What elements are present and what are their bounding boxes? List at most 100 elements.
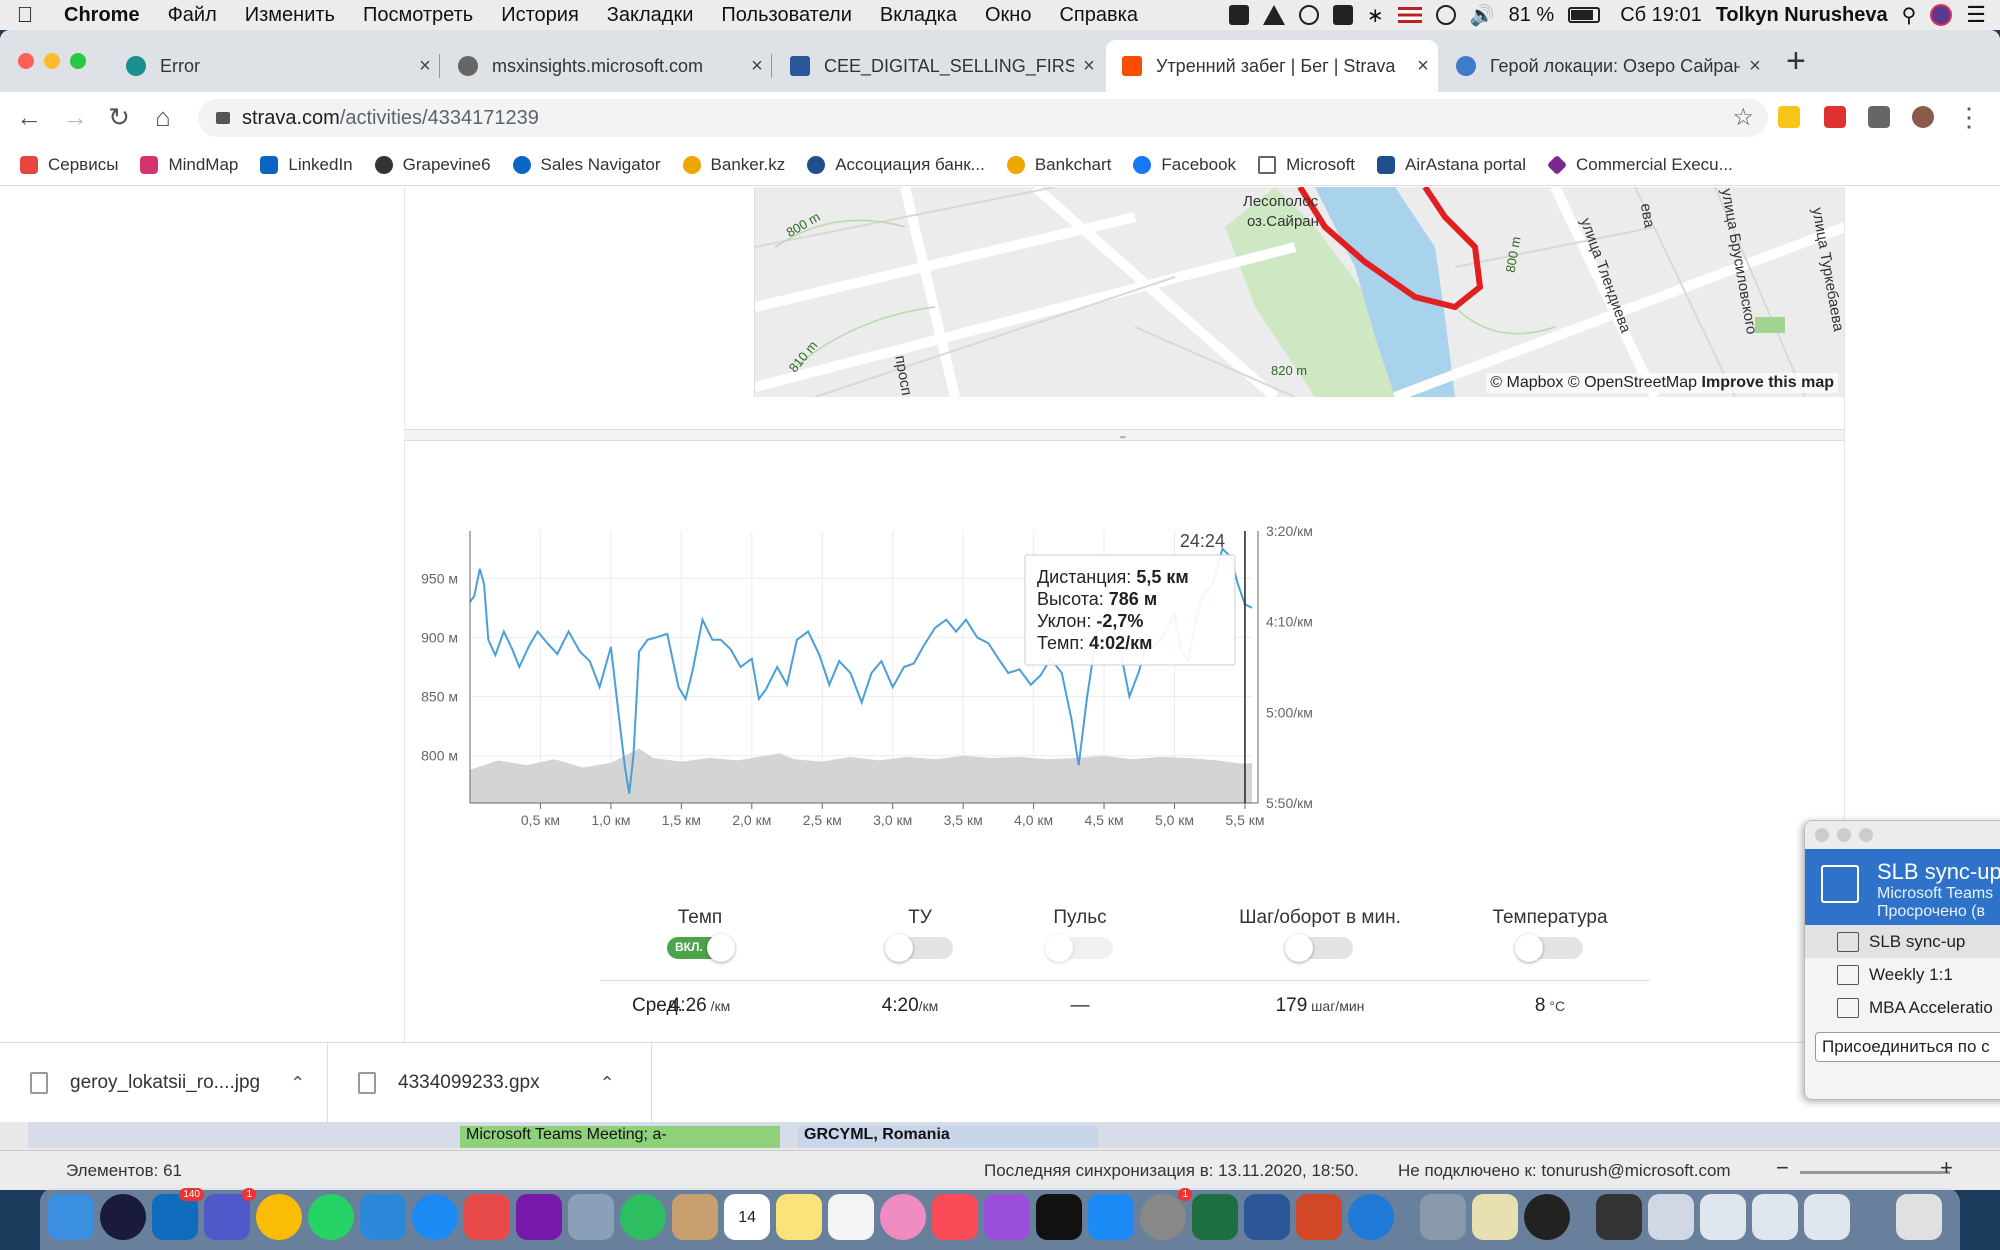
siri-icon[interactable] [1930, 4, 1953, 26]
zoom-slider[interactable] [1800, 1171, 1950, 1174]
zoom-in-icon[interactable]: + [1940, 1155, 1953, 1180]
menu-history[interactable]: История [501, 3, 579, 26]
calendar-event[interactable]: Microsoft Teams Meeting; a- [460, 1126, 780, 1148]
map-chart-resize-handle[interactable]: ‗ [404, 429, 1844, 441]
extension-icon[interactable] [1824, 106, 1846, 128]
chevron-up-icon[interactable]: ⌃ [290, 1072, 306, 1093]
window-thumbnail-icon[interactable] [1804, 1194, 1850, 1240]
flag-icon[interactable] [1397, 7, 1422, 23]
close-tab-icon[interactable]: × [1749, 54, 1761, 77]
bookmark-airastana[interactable]: AirAstana portal [1377, 155, 1526, 175]
chart-svg[interactable]: 0,5 км 1,0 км 1,5 км 2,0 км 2,5 км 3,0 км 3,5 … [404, 441, 1844, 861]
address-bar[interactable]: strava.com /activities/4334171239 ☆ [198, 99, 1768, 137]
back-arrow-icon[interactable]: ← [16, 102, 42, 132]
app-icon[interactable] [464, 1194, 510, 1240]
menu-bookmarks[interactable]: Закладки [606, 3, 694, 26]
status-shield-icon[interactable] [1332, 5, 1353, 25]
tab-strava-active[interactable]: Утренний забег | Бег | Strava × [1106, 40, 1438, 92]
tab-msxinsights[interactable]: msxinsights.microsoft.com × [442, 40, 772, 92]
siri-icon[interactable] [100, 1194, 146, 1240]
menu-users[interactable]: Пользователи [721, 3, 852, 26]
bookmark-sales-navigator[interactable]: Sales Navigator [512, 155, 661, 175]
calendar-icon[interactable]: 14 [724, 1194, 770, 1240]
bookmark-microsoft-folder[interactable]: Microsoft [1258, 155, 1355, 175]
download-item[interactable]: 4334099233.gpx ⌃ [328, 1043, 652, 1122]
map-attribution-text[interactable]: © Mapbox © OpenStreetMap [1490, 374, 1698, 391]
finder-icon[interactable] [48, 1194, 94, 1240]
menu-edit[interactable]: Изменить [244, 3, 335, 26]
temperature-toggle[interactable] [1515, 934, 1583, 962]
window-thumbnail-icon[interactable] [1752, 1194, 1798, 1240]
forward-arrow-icon[interactable]: → [62, 102, 88, 132]
reminders-icon[interactable] [828, 1194, 874, 1240]
word-icon[interactable] [1244, 1194, 1290, 1240]
terminal-window-icon[interactable] [1596, 1194, 1642, 1240]
profile-avatar[interactable] [1912, 106, 1934, 128]
new-tab-button[interactable]: + [1786, 42, 1806, 80]
tab-error[interactable]: Error × [110, 40, 440, 92]
status-triangle-icon[interactable] [1262, 5, 1285, 25]
maximize-window-button[interactable] [70, 53, 86, 69]
menu-app-chrome[interactable]: Chrome [64, 3, 140, 26]
tab-hero-location[interactable]: Герой локации: Озеро Сайран × [1440, 40, 1770, 92]
close-tab-icon[interactable]: × [1417, 54, 1429, 77]
bookmark-linkedin[interactable]: LinkedIn [260, 155, 353, 175]
join-meeting-button[interactable]: Присоединиться по с [1815, 1032, 2000, 1062]
apple-icon[interactable]:  [0, 2, 50, 28]
status-globe-icon[interactable] [1298, 5, 1319, 25]
outlook-icon[interactable]: 140 [152, 1188, 204, 1240]
app-icon[interactable] [1524, 1194, 1570, 1240]
notes-icon[interactable] [776, 1194, 822, 1240]
teams-icon[interactable]: 1 [204, 1188, 256, 1240]
bluetooth-icon[interactable]: ∗ [1366, 4, 1384, 27]
wifi-icon[interactable] [1435, 5, 1456, 25]
activity-map[interactable]: Лесополос оз.Сайран улица Тлендиева улиц… [754, 187, 1844, 397]
user-name[interactable]: Tolkyn Nurusheva [1715, 3, 1888, 26]
control-center-icon[interactable]: ☰ [1966, 2, 1986, 27]
chevron-up-icon[interactable]: ⌃ [599, 1072, 615, 1093]
close-tab-icon[interactable]: × [1083, 54, 1095, 77]
system-preferences-icon[interactable]: 1 [1140, 1188, 1192, 1240]
volume-icon[interactable]: 🔊 [1469, 4, 1495, 27]
reminder-item[interactable]: MBA Acceleratio [1805, 991, 2000, 1024]
close-tab-icon[interactable]: × [751, 54, 763, 77]
status-app-icon[interactable] [1228, 5, 1249, 25]
bookmark-commercial-exec[interactable]: Commercial Execu... [1546, 154, 1733, 175]
improve-map-link[interactable]: Improve this map [1701, 374, 1834, 391]
internet-explorer-icon[interactable] [1348, 1194, 1394, 1240]
document-icon[interactable] [1472, 1194, 1518, 1240]
grip-icon[interactable]: ‗ [1120, 428, 1126, 439]
zoom-out-icon[interactable]: − [1776, 1155, 1789, 1180]
trash-icon[interactable] [1896, 1194, 1942, 1240]
window-close-button[interactable] [1815, 828, 1829, 842]
extension-icon[interactable] [1778, 106, 1800, 128]
close-tab-icon[interactable]: × [419, 54, 431, 77]
window-minimize-button[interactable] [1837, 828, 1851, 842]
apple-tv-icon[interactable] [1036, 1194, 1082, 1240]
safari-icon[interactable] [412, 1194, 458, 1240]
reminder-item[interactable]: SLB sync-up [1805, 925, 2000, 958]
menu-file[interactable]: Файл [167, 3, 217, 26]
excel-icon[interactable] [1192, 1194, 1238, 1240]
menu-tab[interactable]: Вкладка [879, 3, 957, 26]
elevation-pace-chart[interactable]: 0,5 км 1,0 км 1,5 км 2,0 км 2,5 км 3,0 км 3,5 … [404, 441, 1844, 861]
gap-toggle[interactable] [885, 934, 953, 962]
powerpoint-icon[interactable] [1296, 1194, 1342, 1240]
contacts-icon[interactable] [672, 1194, 718, 1240]
spotlight-search-icon[interactable]: ⚲ [1901, 4, 1917, 27]
preview-icon[interactable] [568, 1194, 614, 1240]
bookmark-bank-association[interactable]: Ассоциация банк... [807, 155, 985, 175]
bookmark-grapevine6[interactable]: Grapevine6 [374, 155, 491, 175]
extensions-puzzle-icon[interactable] [1868, 106, 1890, 128]
music-icon[interactable] [932, 1194, 978, 1240]
photos-icon[interactable] [880, 1194, 926, 1240]
menu-view[interactable]: Посмотреть [362, 3, 474, 26]
bookmark-banker-kz[interactable]: Banker.kz [682, 155, 785, 175]
reminder-item[interactable]: Weekly 1:1 [1805, 958, 2000, 991]
menu-window[interactable]: Окно [985, 3, 1032, 26]
window-thumbnail-icon[interactable] [1700, 1194, 1746, 1240]
minimize-window-button[interactable] [44, 53, 60, 69]
podcasts-icon[interactable] [984, 1194, 1030, 1240]
image-capture-icon[interactable] [1420, 1194, 1466, 1240]
evernote-icon[interactable] [620, 1194, 666, 1240]
